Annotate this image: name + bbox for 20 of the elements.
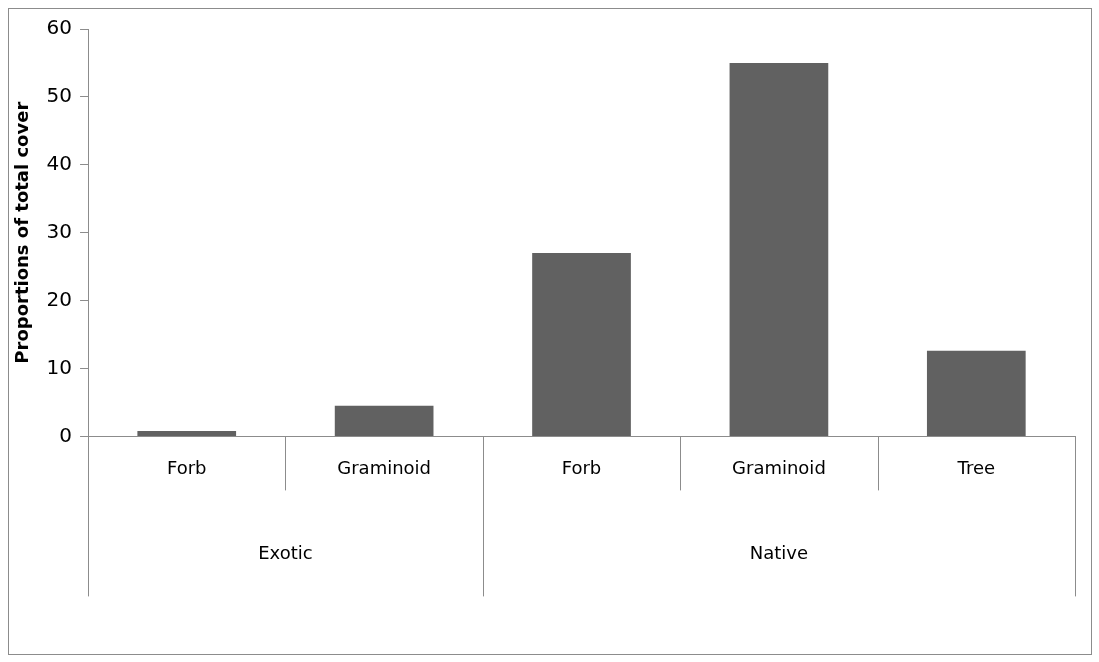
- x-tick-label: Tree: [956, 456, 996, 478]
- bar: [532, 253, 631, 436]
- y-tick-label: 60: [46, 15, 73, 40]
- text: Exotic: [258, 542, 313, 564]
- x-tick-label: Graminoid: [732, 456, 826, 478]
- y-axis-title: Proportions of total cover: [11, 101, 33, 364]
- bar: [334, 405, 434, 436]
- y-tick-label: 50: [46, 83, 73, 108]
- bar: [926, 350, 1026, 436]
- y-tick-label: 10: [46, 354, 73, 379]
- bar: [137, 430, 237, 436]
- text: Native: [749, 542, 809, 564]
- y-tick-label: 20: [46, 286, 73, 311]
- y-tick-label: 40: [46, 151, 73, 175]
- x-tick-label: Forb: [166, 456, 207, 478]
- bar: [729, 62, 829, 436]
- y-tick-label: 30: [46, 218, 73, 243]
- x-tick-label: Forb: [561, 456, 602, 478]
- y-tick-label: 0: [59, 422, 73, 447]
- x-tick-label: Graminoid: [337, 456, 432, 478]
